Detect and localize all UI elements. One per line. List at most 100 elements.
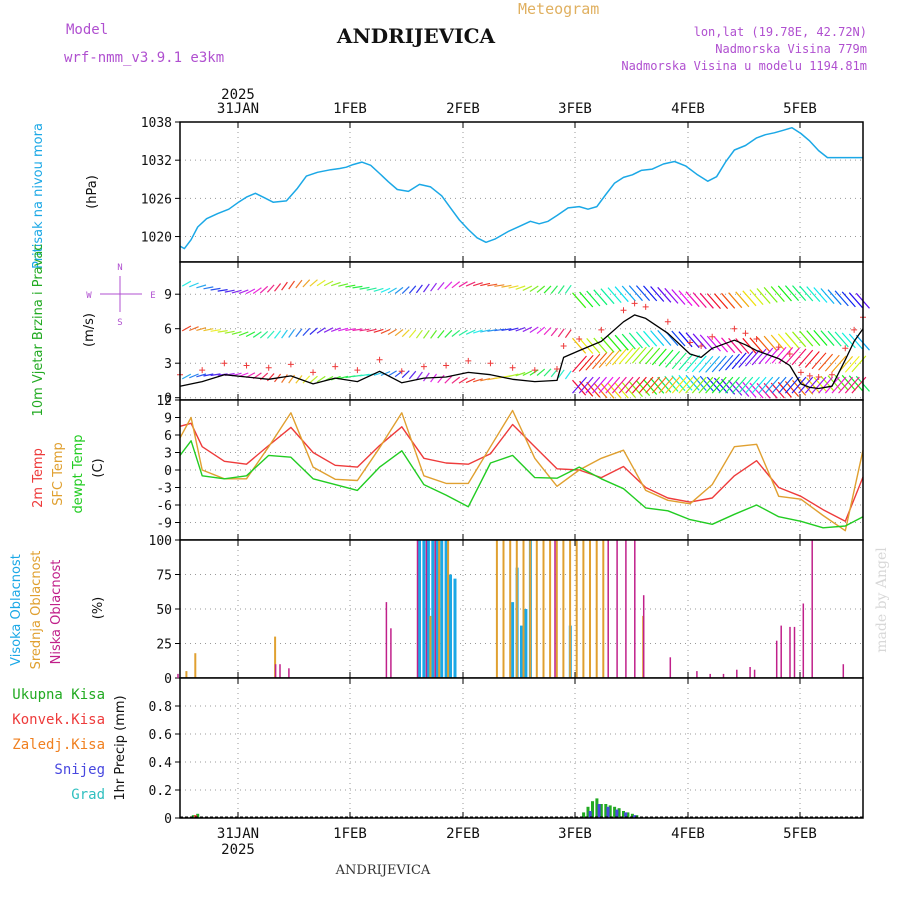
bottom-date-4: 4FEB: [671, 826, 705, 842]
wind-barb-180: [777, 333, 792, 350]
wind-barb-336: [605, 349, 621, 367]
wind-barb-260: [664, 287, 679, 304]
wind-gust-21: [620, 307, 627, 314]
precip-total-bar-7: [604, 804, 608, 818]
wind-barb-357: [745, 349, 760, 367]
wind-barb-48: [522, 370, 533, 376]
wind-barb-331: [572, 355, 587, 373]
wind-barb-276: [777, 285, 792, 302]
wind-barb-46: [508, 373, 519, 378]
wind-barb-311: [725, 376, 740, 394]
wind-barb-307: [698, 376, 714, 394]
compass-n: N: [117, 263, 122, 273]
wind-barbs: [181, 279, 870, 399]
wind-barb-233: [473, 282, 483, 287]
temperature-ytick-label-6: 9: [164, 412, 172, 427]
wind-barb-143: [515, 327, 526, 332]
watermark: made by Angel: [874, 547, 890, 653]
wind-gust-26: [698, 342, 705, 349]
wind-barb-56: [579, 380, 594, 397]
wind-barb-39: [458, 377, 468, 384]
wind-barb-146: [536, 326, 546, 335]
pressure-unit: (hPa): [85, 175, 100, 209]
wind-barb-343: [651, 348, 667, 366]
wind-barb-298: [638, 376, 654, 394]
wind-barb-218: [366, 287, 377, 291]
wind-barb-129: [415, 329, 423, 339]
precip-ytick-label-1: 0.2: [149, 784, 172, 799]
wind-barb-49: [529, 369, 539, 376]
wind-barb-140: [494, 328, 505, 332]
wind-barb-52: [550, 368, 558, 378]
wind-barb-282: [820, 288, 835, 304]
wind-barb-335: [598, 351, 614, 368]
coords-text: lon,lat (19.78E, 42.72N): [694, 25, 867, 39]
wind-barb-159: [628, 332, 643, 349]
wind-barb-105: [245, 331, 256, 338]
wind-barb-145: [529, 326, 539, 334]
wind-barb-267: [713, 293, 729, 309]
wind-barb-118: [338, 327, 349, 332]
top-date-1: 1FEB: [333, 101, 367, 117]
compass-rose: N S W E: [86, 263, 155, 328]
wind-barb-354: [725, 353, 740, 371]
wind-barb-339: [625, 347, 641, 364]
wind-barb-213: [331, 281, 341, 287]
wind-barb-163: [657, 330, 672, 346]
wind-barb-172: [721, 337, 736, 354]
wind-barb-328: [838, 376, 854, 394]
pressure-line: [179, 126, 863, 250]
top-date-3: 3FEB: [558, 101, 592, 117]
wind-barb-281: [813, 287, 828, 303]
cloud-ytick-label-3: 75: [156, 569, 172, 584]
wind-barb-368: [818, 353, 834, 371]
wind-barb-239: [515, 285, 526, 290]
wind-barb-79: [742, 381, 757, 398]
precip-total-bar-12: [626, 812, 630, 818]
wind-barb-252: [607, 287, 622, 303]
wind-barb-181: [784, 332, 800, 349]
wind-barb-256: [635, 285, 651, 301]
top-date-4: 4FEB: [671, 101, 705, 117]
wind-barb-201: [245, 288, 256, 295]
wind-barb-209: [302, 279, 311, 288]
wind-barb-199: [231, 289, 242, 294]
wind-barb-250: [593, 289, 608, 306]
wind-barb-240: [522, 285, 533, 291]
bottom-date-labels: 31JAN 1FEB 2FEB 3FEB 4FEB 5FEB: [217, 826, 817, 842]
wind-barb-215: [345, 284, 356, 288]
precip-total-bar-5: [595, 798, 599, 818]
wind-barb-147: [543, 327, 552, 336]
wind-gust-34: [806, 372, 813, 379]
wind-barb-97: [189, 326, 199, 332]
wind-barb-223: [401, 286, 410, 295]
wind-barb-72: [692, 375, 707, 391]
wind-barb-225: [415, 284, 423, 294]
compass-s: S: [117, 318, 122, 328]
temp-2m-line: [179, 422, 864, 522]
wind-barb-206: [281, 281, 288, 291]
top-date-2: 2FEB: [446, 101, 480, 117]
wind-barb-244: [550, 285, 558, 294]
cloud-low-bars: [177, 540, 845, 678]
wind-barb-259: [657, 286, 672, 303]
wind-barb-182: [792, 331, 807, 348]
wind-barb-37: [444, 375, 453, 384]
wind-barb-76: [721, 378, 736, 395]
wind-barb-5: [217, 373, 228, 376]
wind-barb-103: [231, 331, 242, 335]
cloud-label-mid: Srednja Oblacnost: [29, 551, 44, 670]
wind-barb-370: [831, 355, 847, 373]
wind-barb-203: [259, 285, 269, 294]
legend-grad: Grad: [71, 787, 105, 803]
wind-barb-120: [352, 328, 363, 332]
precip-panel: 0 0.2 0.4 0.6 0.8: [149, 677, 864, 827]
wind-barb-142: [508, 327, 519, 332]
precip-ytick-label-4: 0.8: [149, 700, 172, 715]
wind-barb-185: [813, 330, 828, 346]
precip-snow-bar-5: [633, 815, 637, 818]
compass-w: W: [86, 291, 92, 301]
wind-barb-165: [671, 330, 686, 347]
legend-zaledj: Zaledj.Kisa: [12, 737, 105, 753]
wind-barb-289: [578, 376, 594, 394]
